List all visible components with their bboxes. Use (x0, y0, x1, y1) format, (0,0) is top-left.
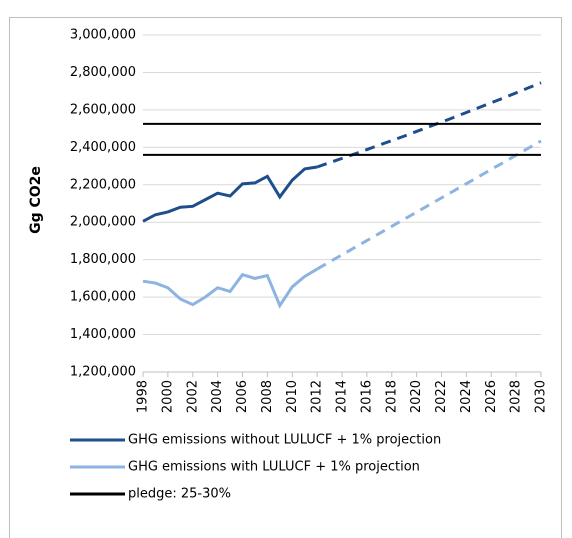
projection-line (316, 139, 542, 271)
y-tick-label: 1,600,000 (70, 290, 136, 305)
legend-label: pledge: 25-30% (128, 487, 231, 502)
x-tick-label: 2010 (285, 380, 300, 413)
x-tick-label: 2022 (434, 380, 449, 413)
x-tick-label: 2004 (210, 380, 225, 413)
chart-frame (9, 17, 562, 538)
y-tick-label: 1,400,000 (70, 327, 136, 342)
x-tick-label: 1998 (136, 380, 151, 413)
x-tick-label: 2026 (484, 380, 499, 413)
y-tick-label: 2,800,000 (70, 65, 136, 80)
x-tick-label: 2012 (310, 380, 325, 413)
y-tick-label: 2,000,000 (70, 215, 136, 230)
x-tick-label: 2000 (160, 380, 175, 413)
x-tick-label: 2024 (459, 380, 474, 413)
x-tick-label: 2006 (235, 380, 250, 413)
series-line (142, 165, 318, 223)
legend-label: GHG emissions with LULUCF + 1% projectio… (128, 460, 420, 475)
y-tick-label: 2,200,000 (70, 177, 136, 192)
y-tick-label: 3,000,000 (70, 28, 136, 43)
x-tick-label: 2016 (359, 380, 374, 413)
x-tick-label: 2028 (509, 380, 524, 413)
y-tick-label: 2,400,000 (70, 140, 136, 155)
x-tick-label: 2008 (260, 380, 275, 413)
y-axis-label: Gg CO2e (28, 166, 44, 234)
x-tick-label: 2002 (185, 380, 200, 413)
legend-label: GHG emissions without LULUCF + 1% projec… (128, 433, 441, 448)
y-tick-label: 1,800,000 (70, 252, 136, 267)
y-tick-label: 1,200,000 (70, 365, 136, 380)
x-tick-label: 2030 (534, 380, 549, 413)
y-tick-label: 2,600,000 (70, 102, 136, 117)
series-line (142, 267, 318, 309)
x-tick-label: 2018 (384, 380, 399, 413)
x-tick-label: 2020 (409, 380, 424, 413)
x-tick-label: 2014 (335, 380, 350, 413)
